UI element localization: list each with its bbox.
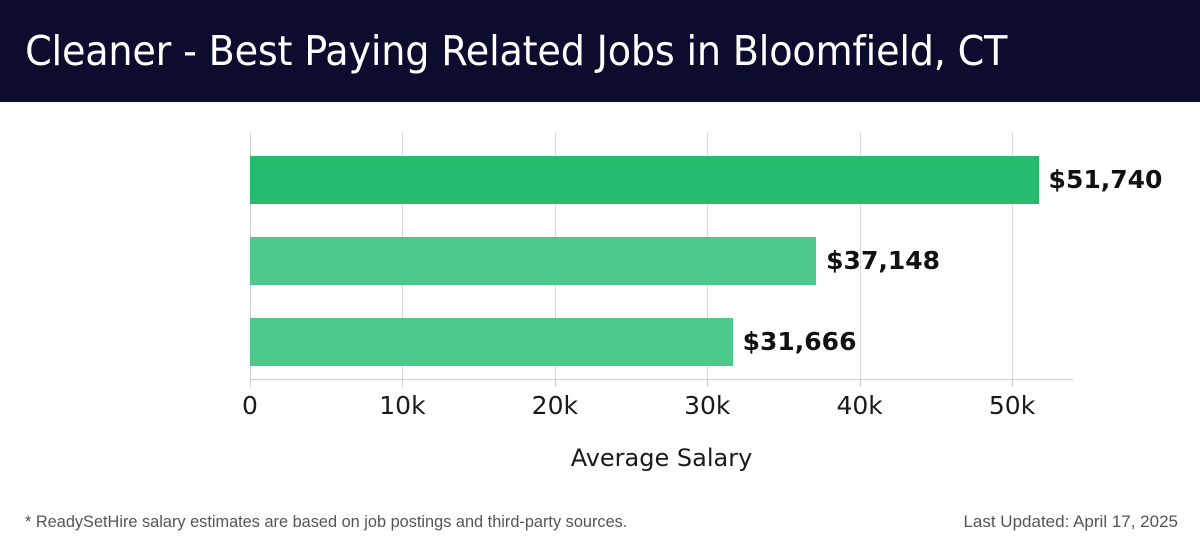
x-tick-mark xyxy=(250,379,251,387)
x-tick-mark xyxy=(554,379,556,387)
bar[interactable] xyxy=(250,318,733,366)
footer-last-updated: Last Updated: April 17, 2025 xyxy=(963,512,1178,531)
plot-area: CustodianHousekeepingHousekeeper $51,740… xyxy=(242,133,1162,472)
footer-disclaimer: * ReadySetHire salary estimates are base… xyxy=(25,512,628,531)
bar-value-label: $31,666 xyxy=(742,327,857,356)
chart-footer: * ReadySetHire salary estimates are base… xyxy=(0,498,1200,558)
x-tick-mark xyxy=(1012,379,1014,387)
chart-title-bar: Cleaner - Best Paying Related Jobs in Bl… xyxy=(0,0,1200,102)
page-title: Cleaner - Best Paying Related Jobs in Bl… xyxy=(25,27,1008,75)
bar-chart: CustodianHousekeepingHousekeeper $51,740… xyxy=(0,102,1200,498)
bar[interactable] xyxy=(250,237,817,285)
x-tick-label: 30k xyxy=(684,391,731,420)
x-axis-line xyxy=(250,379,1073,380)
x-tick-label: 50k xyxy=(988,391,1036,420)
x-tick-label: 40k xyxy=(836,391,883,420)
x-tick-mark xyxy=(707,379,709,387)
gridline xyxy=(1012,133,1014,379)
x-tick-label: 20k xyxy=(531,391,578,420)
x-tick-label: 10k xyxy=(379,391,426,420)
bar-value-label: $37,148 xyxy=(826,246,941,275)
bar-value-label: $51,740 xyxy=(1048,165,1163,194)
x-axis-title: Average Salary xyxy=(570,444,753,472)
gridline xyxy=(859,133,861,379)
x-tick-mark xyxy=(859,379,861,387)
x-tick-label: 0 xyxy=(242,391,258,420)
bar[interactable] xyxy=(250,156,1039,204)
x-tick-mark xyxy=(402,379,404,387)
